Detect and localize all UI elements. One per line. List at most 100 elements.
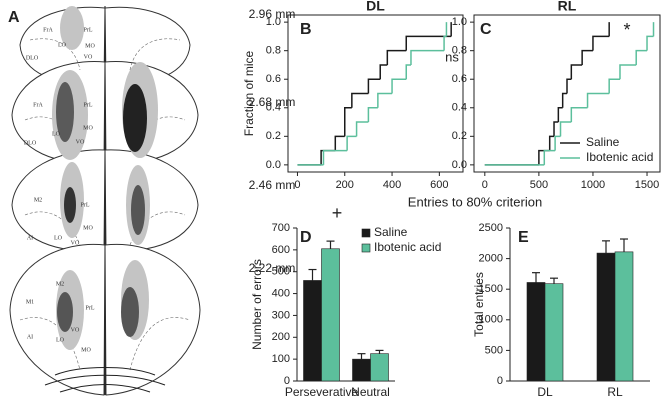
y-tick-label: 0.2 — [452, 130, 467, 142]
step-segment — [355, 121, 369, 137]
region-label: DLO — [26, 55, 39, 61]
region-label: MO — [83, 125, 93, 131]
region-label: LO — [58, 42, 67, 48]
x-tick-label: Neutral — [351, 385, 390, 399]
region-label: AI — [27, 235, 33, 241]
step-segment — [351, 92, 369, 108]
chart-title: RL — [558, 0, 577, 14]
step-segment — [346, 135, 357, 151]
region-label: PrL — [84, 102, 93, 108]
x-tick-label: Perseverative — [285, 385, 359, 399]
step-segment — [367, 78, 381, 94]
step-segment — [608, 78, 620, 94]
bar — [370, 353, 389, 382]
lesion-dark — [123, 84, 147, 152]
y-axis-label: Fraction of mice — [242, 50, 256, 136]
region-label: LO — [54, 235, 63, 241]
region-label: MO — [81, 347, 91, 353]
bar — [526, 282, 546, 382]
brain-sections — [9, 6, 201, 396]
step-segment — [405, 35, 452, 51]
y-tick-label: 400 — [272, 287, 290, 299]
y-axis-label: Total entries — [472, 272, 486, 337]
y-tick-label: 200 — [272, 331, 290, 343]
annotation: * — [623, 20, 630, 40]
step-segment — [405, 64, 411, 80]
step-segment — [553, 121, 559, 137]
panel-label: E — [518, 229, 529, 246]
y-tick-label: 0.4 — [452, 102, 467, 114]
legend-swatch — [361, 228, 371, 238]
region-label: DLO — [24, 140, 37, 146]
y-tick-label: 500 — [272, 266, 290, 278]
x-tick-label: 0 — [294, 179, 300, 191]
region-label: MO — [85, 43, 95, 49]
bar — [303, 280, 322, 382]
step-segment — [543, 149, 556, 165]
bar — [614, 251, 634, 382]
y-tick-label: 700 — [272, 222, 290, 234]
y-tick-label: 0.4 — [266, 102, 281, 114]
y-tick-label: 0 — [497, 375, 503, 387]
step-segment — [619, 64, 637, 80]
x-tick-label: 600 — [430, 179, 448, 191]
step-segment — [635, 49, 648, 65]
chart-title: DL — [366, 0, 385, 14]
legend-label: Saline — [586, 135, 620, 149]
y-tick-label: 0.0 — [452, 159, 467, 171]
step-segment — [344, 107, 352, 137]
step-segment — [561, 92, 567, 108]
y-tick-label: 1000 — [479, 314, 503, 326]
step-segment — [548, 135, 555, 151]
step-segment — [554, 135, 561, 151]
region-label: VO — [76, 139, 85, 145]
region-label: VO — [71, 327, 80, 333]
y-tick-label: 0.0 — [266, 159, 281, 171]
section-level: 2.96 mm — [249, 7, 296, 21]
step-segment — [386, 49, 407, 65]
panel-label: B — [300, 21, 312, 38]
y-tick-label: 1.0 — [452, 16, 467, 28]
step-segment — [570, 64, 583, 80]
panel-label: C — [480, 21, 492, 38]
step-segment — [646, 35, 654, 51]
legend-swatch — [361, 243, 371, 253]
region-label: VO — [84, 54, 93, 60]
y-tick-label: 2500 — [479, 222, 503, 234]
region-label: M1 — [26, 299, 34, 305]
region-label: FrA — [33, 102, 43, 108]
section-outline — [104, 149, 199, 252]
lesion-dark — [64, 187, 76, 223]
step-segment — [379, 64, 388, 80]
step-segment — [443, 35, 447, 51]
panel-label: D — [300, 229, 312, 246]
step-segment — [581, 49, 593, 65]
step-segment — [559, 121, 572, 137]
y-tick-label: 1500 — [479, 283, 503, 295]
bar — [596, 252, 616, 382]
step-segment — [566, 78, 572, 94]
x-axis-label: Entries to 80% criterion — [408, 194, 542, 209]
x-tick-label: 1000 — [581, 179, 605, 191]
section-level: 2.46 mm — [249, 178, 296, 192]
bar — [321, 248, 340, 382]
region-label: AI — [27, 334, 33, 340]
legend-label: Ibotenic acid — [374, 240, 441, 254]
lesion-dark — [57, 292, 73, 332]
section-level: 2.68 mm — [249, 95, 296, 109]
region-label: PrL — [86, 305, 95, 311]
region-label: M2 — [34, 197, 42, 203]
y-tick-label: 0.6 — [452, 73, 467, 85]
y-tick-label: 0 — [284, 375, 290, 387]
atlas — [9, 6, 201, 396]
x-tick-label: 200 — [336, 179, 354, 191]
region-label: VO — [71, 240, 80, 246]
plot-frame — [287, 14, 464, 173]
region-label: MO — [83, 225, 93, 231]
region-label: PrL — [81, 202, 90, 208]
panel-label: A — [8, 9, 20, 26]
bar — [352, 358, 371, 382]
annotation: ns — [445, 49, 459, 64]
x-tick-label: RL — [607, 385, 623, 399]
y-tick-label: 0.8 — [266, 45, 281, 57]
